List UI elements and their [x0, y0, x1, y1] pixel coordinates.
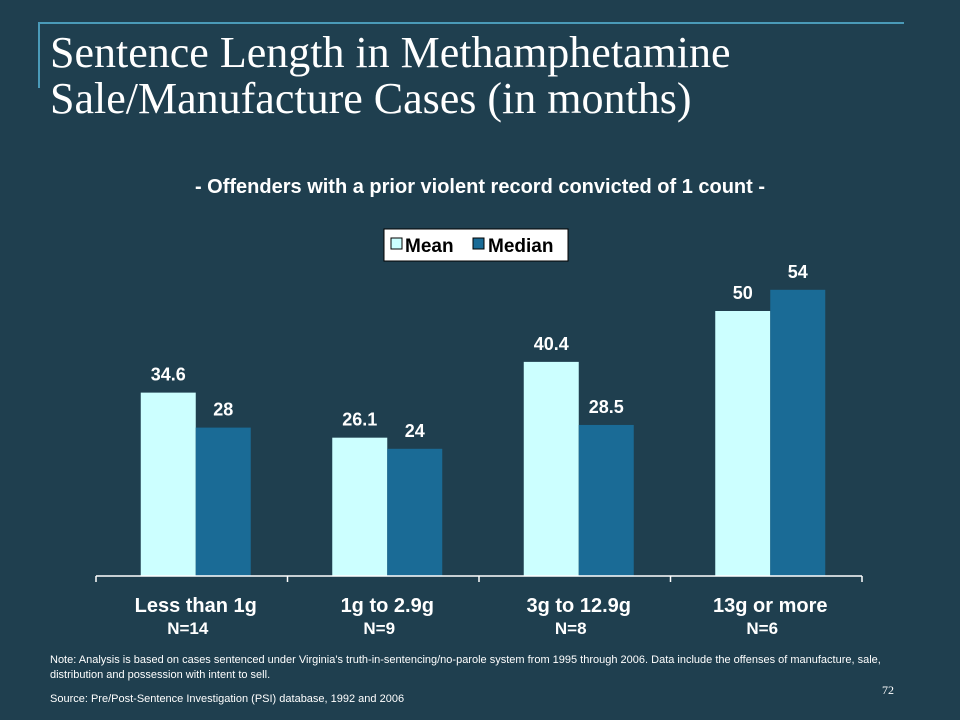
legend-swatch-mean — [390, 237, 403, 250]
bar-mean-3g-to-12-9g — [523, 361, 579, 576]
bar-value-labels: 34.6 28 26.1 24 40.4 28.5 50 54 — [151, 262, 808, 441]
category-label-13g-or-more: 13g or more — [713, 595, 827, 617]
value-label-mean-3g-to-12-9g: 40.4 — [534, 334, 569, 354]
bar-median-3g-to-12-9g — [578, 424, 634, 576]
legend-label-median: Median — [488, 236, 553, 257]
footnote: Note: Analysis is based on cases sentenc… — [50, 654, 881, 681]
category-count-less-than-1g: N=14 — [167, 619, 209, 638]
category-label-less-than-1g: Less than 1g — [135, 595, 257, 617]
bars-group — [140, 289, 826, 576]
category-count-1g-to-2-9g: N=9 — [363, 619, 395, 638]
value-label-mean-13g-or-more: 50 — [733, 283, 753, 303]
slide-title: Sentence Length in Methamphetamine Sale/… — [50, 28, 731, 123]
chart-legend: Mean Median — [383, 228, 569, 262]
category-label-3g-to-12-9g: 3g to 12.9g — [527, 595, 631, 617]
title-rule-left — [38, 22, 40, 88]
bar-mean-1g-to-2-9g — [332, 437, 388, 576]
source-citation: Source: Pre/Post-Sentence Investigation … — [50, 693, 405, 705]
value-label-median-1g-to-2-9g: 24 — [405, 421, 425, 441]
value-label-median-13g-or-more: 54 — [788, 262, 808, 282]
category-label-1g-to-2-9g: 1g to 2.9g — [341, 595, 434, 617]
bar-median-13g-or-more — [770, 289, 826, 576]
value-label-mean-less-than-1g: 34.6 — [151, 365, 186, 385]
bar-mean-less-than-1g — [140, 392, 196, 576]
category-count-3g-to-12-9g: N=8 — [555, 619, 587, 638]
chart-subtitle: - Offenders with a prior violent record … — [194, 176, 766, 198]
x-axis-ticks — [95, 576, 863, 582]
x-axis-category-labels: Less than 1g N=14 1g to 2.9g N=9 3g to 12.9g… — [135, 595, 828, 638]
value-label-median-3g-to-12-9g: 28.5 — [589, 397, 624, 417]
bar-median-1g-to-2-9g — [387, 448, 443, 576]
legend-swatch-median — [472, 237, 485, 250]
legend-label-mean: Mean — [405, 236, 454, 257]
bar-median-less-than-1g — [195, 427, 251, 576]
category-count-13g-or-more: N=6 — [746, 619, 778, 638]
value-label-mean-1g-to-2-9g: 26.1 — [342, 410, 377, 430]
value-label-median-less-than-1g: 28 — [213, 400, 233, 420]
bar-mean-13g-or-more — [715, 311, 771, 576]
page-number: 72 — [882, 683, 894, 697]
title-rule-top — [38, 22, 904, 24]
